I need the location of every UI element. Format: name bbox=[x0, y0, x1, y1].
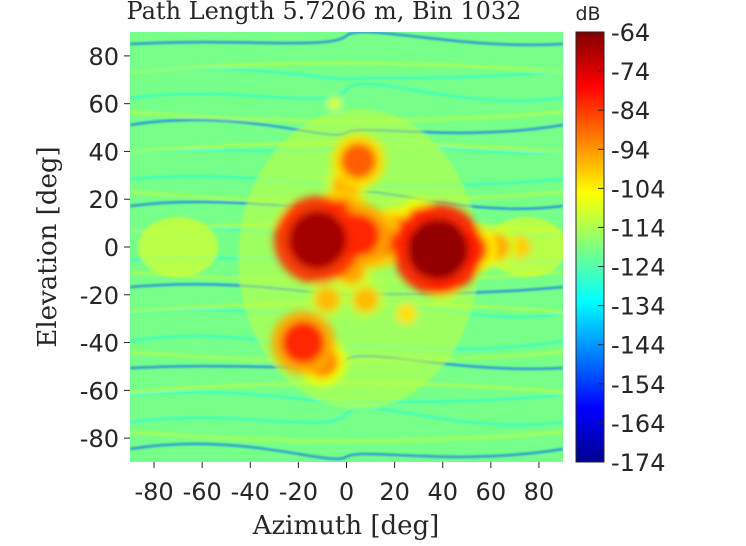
colorbar-tick-label: -104 bbox=[611, 175, 665, 203]
y-tick-label: 20 bbox=[88, 186, 119, 214]
y-tick-label: 40 bbox=[88, 138, 119, 166]
hotspot bbox=[314, 286, 340, 313]
lobe-band bbox=[130, 430, 563, 443]
null-curve bbox=[130, 67, 563, 80]
colorbar-tick-label: -164 bbox=[611, 410, 665, 438]
colorbar-gradient bbox=[575, 31, 605, 463]
x-tick-label: 60 bbox=[476, 478, 507, 506]
x-tick-label: -20 bbox=[279, 478, 318, 506]
colorbar-tick-label: -94 bbox=[611, 136, 650, 164]
y-axis-label: Elevation [deg] bbox=[33, 146, 63, 347]
null-curve bbox=[130, 442, 563, 460]
hotspot bbox=[353, 286, 379, 313]
hotspot bbox=[396, 303, 418, 325]
heatmap-hotspots bbox=[271, 93, 537, 386]
colorbar-tick-label: -64 bbox=[611, 19, 650, 47]
colorbar-tick-label: -74 bbox=[611, 58, 650, 86]
colorbar-tick-label: -84 bbox=[611, 97, 650, 125]
x-tick-label: 80 bbox=[524, 478, 555, 506]
colorbar: -64 -74 -84 -94 -104 -114 -124 -134 -144 -154 -164… bbox=[575, 19, 665, 477]
hotspot bbox=[407, 219, 469, 280]
y-tick-label: -20 bbox=[80, 282, 119, 310]
null-curve bbox=[130, 407, 563, 426]
side-lobe-region bbox=[138, 217, 219, 277]
y-tick-label: -60 bbox=[80, 377, 119, 405]
x-tick-label: -60 bbox=[183, 478, 222, 506]
chart-title: Path Length 5.7206 m, Bin 1032 bbox=[127, 0, 522, 25]
y-tick-label: 60 bbox=[88, 91, 119, 119]
hotspot bbox=[281, 321, 325, 364]
y-axis: 80 60 40 20 0 -20 -40 -60 -80 bbox=[80, 43, 130, 453]
colorbar-tick-label: -174 bbox=[611, 449, 665, 477]
colorbar-unit-label: dB bbox=[575, 3, 600, 25]
y-tick-label: -40 bbox=[80, 330, 119, 358]
colorbar-tick-label: -134 bbox=[611, 293, 665, 321]
x-tick-label: 40 bbox=[427, 478, 458, 506]
x-tick-label: 20 bbox=[379, 478, 410, 506]
colorbar-tick-label: -124 bbox=[611, 254, 665, 282]
x-tick-label: 0 bbox=[339, 478, 354, 506]
null-curve bbox=[130, 83, 563, 102]
x-axis: -80 -60 -40 -20 0 20 40 60 80 bbox=[134, 462, 554, 506]
colorbar-tick-label: -154 bbox=[611, 371, 665, 399]
x-tick-label: -80 bbox=[134, 478, 173, 506]
lobe-band bbox=[130, 61, 563, 74]
y-tick-label: 0 bbox=[104, 234, 119, 262]
hotspot bbox=[327, 96, 342, 111]
colorbar-tick-label: -114 bbox=[611, 214, 665, 242]
heatmap-plot-area bbox=[130, 32, 563, 462]
y-tick-label: -80 bbox=[80, 425, 119, 453]
null-curve bbox=[130, 32, 563, 46]
hotspot bbox=[288, 210, 347, 269]
y-tick-label: 80 bbox=[88, 43, 119, 71]
x-axis-label: Azimuth [deg] bbox=[252, 511, 440, 541]
colorbar-ticks: -64 -74 -84 -94 -104 -114 -124 -134 -144 -154 -164… bbox=[598, 19, 665, 477]
hotspot bbox=[340, 142, 377, 180]
colorbar-tick-label: -144 bbox=[611, 332, 665, 360]
x-tick-label: -40 bbox=[231, 478, 270, 506]
